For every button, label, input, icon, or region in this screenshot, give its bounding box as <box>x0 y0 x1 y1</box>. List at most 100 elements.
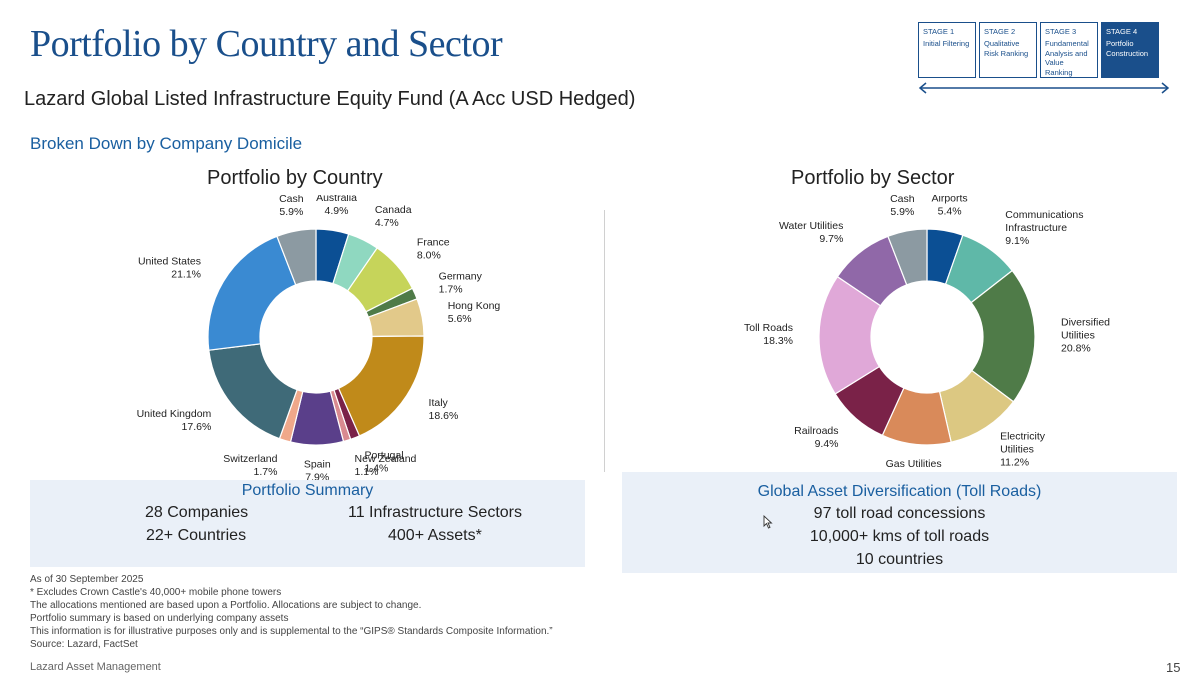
sector-label-name: Gas Utilities <box>886 458 942 470</box>
page-number: 15 <box>1166 660 1181 675</box>
footnote-date: As of 30 September 2025 <box>30 574 144 585</box>
stage-3-box: STAGE 3 Fundamental Analysis and Value R… <box>1040 22 1098 78</box>
sector-label-name: Infrastructure <box>1005 222 1067 234</box>
country-label-value: 5.9% <box>279 206 303 218</box>
country-label-name: New Zealand <box>355 453 417 465</box>
sector-label-name: Cash <box>890 195 915 205</box>
stage-4-label: Portfolio Construction <box>1106 39 1149 58</box>
fund-subtitle: Lazard Global Listed Infrastructure Equi… <box>24 88 636 110</box>
diversification-countries: 10 countries <box>855 551 944 568</box>
country-label-value: 1.1% <box>355 466 379 478</box>
country-label-name: Hong Kong <box>448 300 501 312</box>
country-label-value: 4.7% <box>375 217 399 229</box>
footnote-source: Source: Lazard, FactSet <box>30 638 138 650</box>
country-slice-cash <box>276 228 317 286</box>
stage-4-number: STAGE 4 <box>1106 27 1138 36</box>
footnotes: As of 30 September 2025 * Excludes Crown… <box>30 574 553 651</box>
footnote-crown-castle: * Excludes Crown Castle's 40,000+ mobile… <box>30 586 282 598</box>
column-divider <box>604 210 605 472</box>
stage-1-number: STAGE 1 <box>923 27 955 36</box>
sector-label-value: 18.3% <box>763 335 793 347</box>
sector-chart-title: Portfolio by Sector <box>791 167 955 189</box>
stage-2-box: STAGE 2 Qualitative Risk Ranking <box>979 22 1037 78</box>
sector-label-name: Electricity <box>1000 430 1046 442</box>
country-label-value: 8.0% <box>417 249 441 261</box>
stage-4-box: STAGE 4 Portfolio Construction <box>1101 22 1159 78</box>
country-label-name: Spain <box>304 458 331 470</box>
sector-label-value: 9.1% <box>1005 235 1029 247</box>
sector-label-name: Utilities <box>1000 443 1034 455</box>
country-chart-title: Portfolio by Country <box>207 167 383 189</box>
country-label-value: 17.6% <box>182 421 212 433</box>
sector-label-name: Water Utilities <box>779 220 843 232</box>
country-slice-united-states <box>207 235 297 351</box>
country-label-name: United States <box>138 256 201 268</box>
portfolio-summary-title: Portfolio Summary <box>241 482 374 499</box>
country-label-name: France <box>417 236 450 248</box>
footnote-allocations: The allocations mentioned are based upon… <box>30 599 422 611</box>
sector-label-value: 20.8% <box>1061 343 1091 355</box>
country-label-value: 1.7% <box>254 466 278 478</box>
section-heading: Broken Down by Company Domicile <box>30 134 303 153</box>
stage-1-label: Initial Filtering <box>923 39 970 49</box>
country-label-value: 18.6% <box>429 410 459 422</box>
footnote-gips: This information is for illustrative pur… <box>30 625 553 637</box>
country-slice-united-kingdom <box>208 343 298 440</box>
country-label-value: 4.9% <box>325 205 349 217</box>
country-label-value: 21.1% <box>171 269 201 281</box>
summary-companies: 28 Companies <box>145 504 249 521</box>
stage-process: STAGE 1 Initial Filtering STAGE 2 Qualit… <box>918 22 1159 78</box>
sector-label-name: Diversified <box>1061 317 1110 329</box>
country-label-name: Germany <box>439 271 483 283</box>
sector-label-name: Railroads <box>794 425 838 437</box>
sector-slice-cash <box>887 228 928 286</box>
double-arrow-icon <box>918 82 1170 94</box>
stage-1-box: STAGE 1 Initial Filtering <box>918 22 976 78</box>
country-label-name: Italy <box>429 397 449 409</box>
diversification-concessions: 97 toll road concessions <box>813 505 986 522</box>
sector-label-value: 9.4% <box>815 438 839 450</box>
page-title: Portfolio by Country and Sector <box>30 23 503 65</box>
summary-countries: 22+ Countries <box>146 527 247 544</box>
country-label-name: United Kingdom <box>137 408 212 420</box>
diversification-kms: 10,000+ kms of toll roads <box>809 528 990 545</box>
country-label-name: Switzerland <box>223 453 277 465</box>
sector-label-name: Utilities <box>1061 330 1095 342</box>
footnote-summary-basis: Portfolio summary is based on underlying… <box>30 612 289 624</box>
sector-label-name: Communications <box>1005 209 1083 221</box>
stage-3-label: Fundamental Analysis and Value Ranking <box>1045 39 1089 77</box>
sector-label-value: 5.9% <box>890 206 914 218</box>
country-label-name: Australia <box>316 195 357 204</box>
country-label-name: Portugal <box>364 449 403 461</box>
toll-road-diversification-panel: Global Asset Diversification (Toll Roads… <box>622 472 1177 573</box>
summary-assets: 400+ Assets* <box>388 527 482 544</box>
sector-label-value: 11.2% <box>1000 456 1029 468</box>
country-label-name: Canada <box>375 204 412 216</box>
sector-label-value: 9.7% <box>819 233 843 245</box>
summary-sectors: 11 Infrastructure Sectors <box>348 504 522 521</box>
country-label-name: Cash <box>279 195 304 205</box>
stage-2-label: Qualitative Risk Ranking <box>984 39 1029 58</box>
sector-label-name: Toll Roads <box>744 322 793 334</box>
sector-label-value: 5.4% <box>938 205 962 217</box>
stage-3-number: STAGE 3 <box>1045 27 1077 36</box>
country-label-value: 1.7% <box>439 284 463 296</box>
